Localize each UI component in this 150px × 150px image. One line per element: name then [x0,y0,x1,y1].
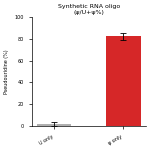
Title: Synthetic RNA oligo
(ψ/U+ψ%): Synthetic RNA oligo (ψ/U+ψ%) [58,4,120,15]
Bar [106,36,141,126]
Bar [37,124,72,126]
Y-axis label: Pseudouridine (%): Pseudouridine (%) [4,49,9,94]
